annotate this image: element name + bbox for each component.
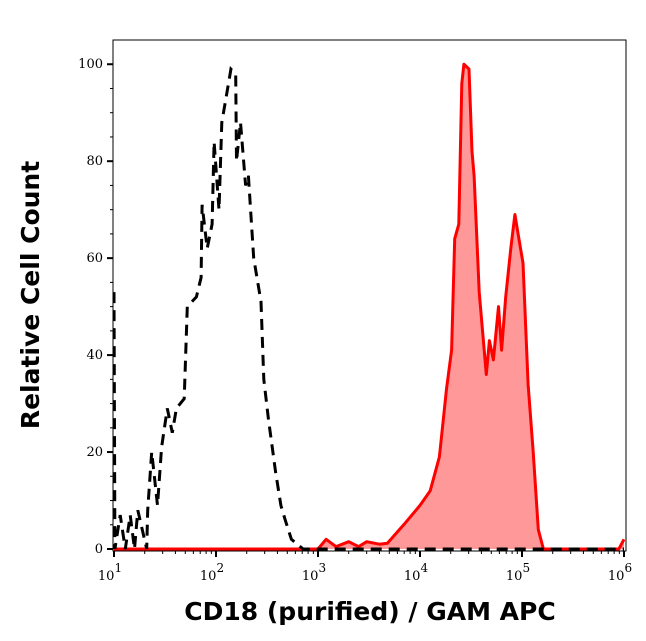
x-tick-base: 10 (608, 569, 625, 584)
series-0-line (112, 65, 624, 551)
x-tick-exponent: 3 (318, 561, 326, 575)
x-tick-exponent: 1 (114, 561, 122, 575)
x-tick-exponent: 4 (420, 561, 428, 575)
y-tick-label: 100 (78, 57, 103, 72)
x-tick-exponent: 6 (624, 561, 632, 575)
x-tick-base: 10 (98, 569, 115, 584)
x-tick-base: 10 (200, 569, 217, 584)
y-tick-label: 0 (95, 542, 103, 557)
y-tick-label: 60 (86, 251, 103, 266)
y-tick-label: 20 (86, 445, 103, 460)
y-axis-title: Relative Cell Count (16, 161, 45, 429)
x-tick-exponent: 2 (216, 561, 224, 575)
y-tick-label: 40 (86, 348, 103, 363)
series-1-fill (114, 64, 624, 549)
x-tick-label: 106 (608, 561, 632, 584)
x-tick-base: 10 (506, 569, 523, 584)
plot-frame (112, 39, 627, 552)
x-tick-label: 102 (200, 561, 224, 584)
x-tick-label: 105 (506, 561, 530, 584)
x-tick-label: 104 (404, 561, 429, 584)
series-1-line (114, 62, 626, 551)
x-tick-base: 10 (302, 569, 319, 584)
y-tick-label: 80 (86, 154, 103, 169)
x-tick-exponent: 5 (522, 561, 530, 575)
x-tick-base: 10 (404, 569, 421, 584)
x-axis-title: CD18 (purified) / GAM APC (184, 597, 555, 626)
series-layer (112, 62, 626, 551)
x-tick-label: 103 (302, 561, 326, 584)
x-tick-label: 101 (98, 561, 122, 584)
